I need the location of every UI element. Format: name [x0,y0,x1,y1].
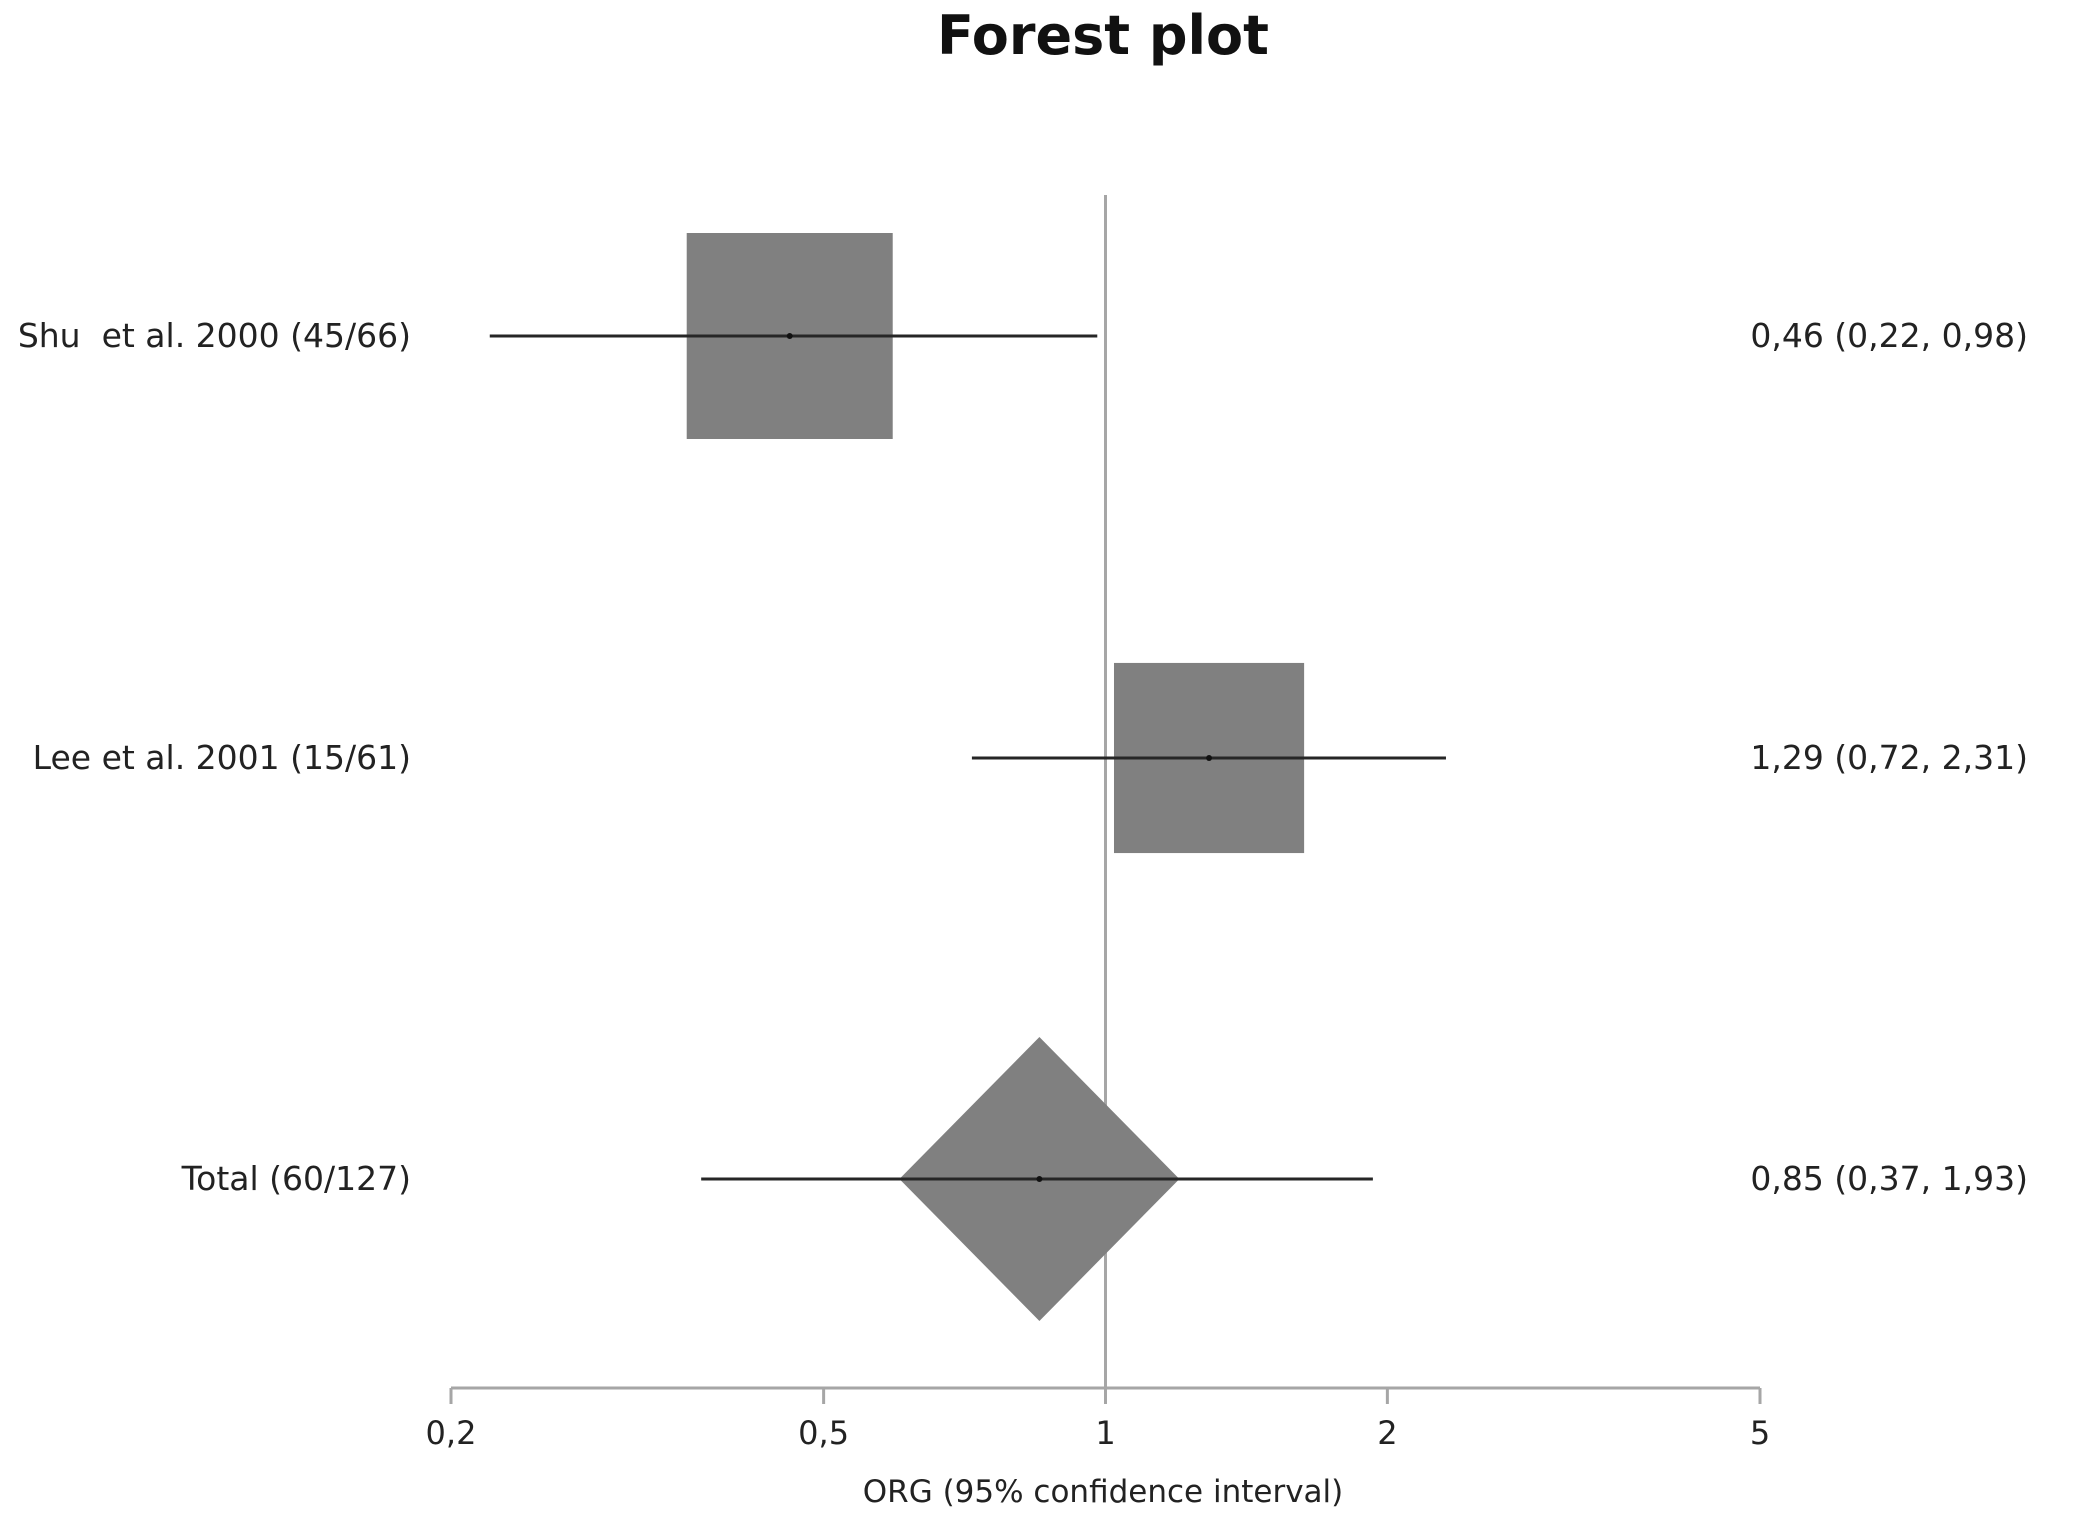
study-label: Shu et al. 2000 (45/66) [18,316,411,355]
x-axis-title: ORG (95% confidence interval) [863,1474,1344,1510]
plot-area: 0,2 0,5 1 2 5 Shu et al. 2000 (45/66) 0,46 (0,… [18,195,2028,1452]
study-label: Total (60/127) [181,1159,411,1198]
estimate-label: 0,46 (0,22, 0,98) [1750,316,2028,355]
estimate-label: 1,29 (0,72, 2,31) [1750,738,2028,777]
estimate-label: 0,85 (0,37, 1,93) [1750,1159,2028,1198]
point-estimate-dot [1036,1176,1043,1182]
point-estimate-dot [786,333,793,339]
point-estimate-dot [1206,755,1213,761]
x-tick-label: 1 [1095,1414,1115,1452]
x-tick-label: 0,5 [798,1414,849,1452]
study-label: Lee et al. 2001 (15/61) [33,738,411,777]
chart-title: Forest plot [937,4,1269,67]
x-tick-label: 5 [1750,1414,1770,1452]
x-tick-label: 0,2 [426,1414,477,1452]
x-tick-label: 2 [1377,1414,1397,1452]
